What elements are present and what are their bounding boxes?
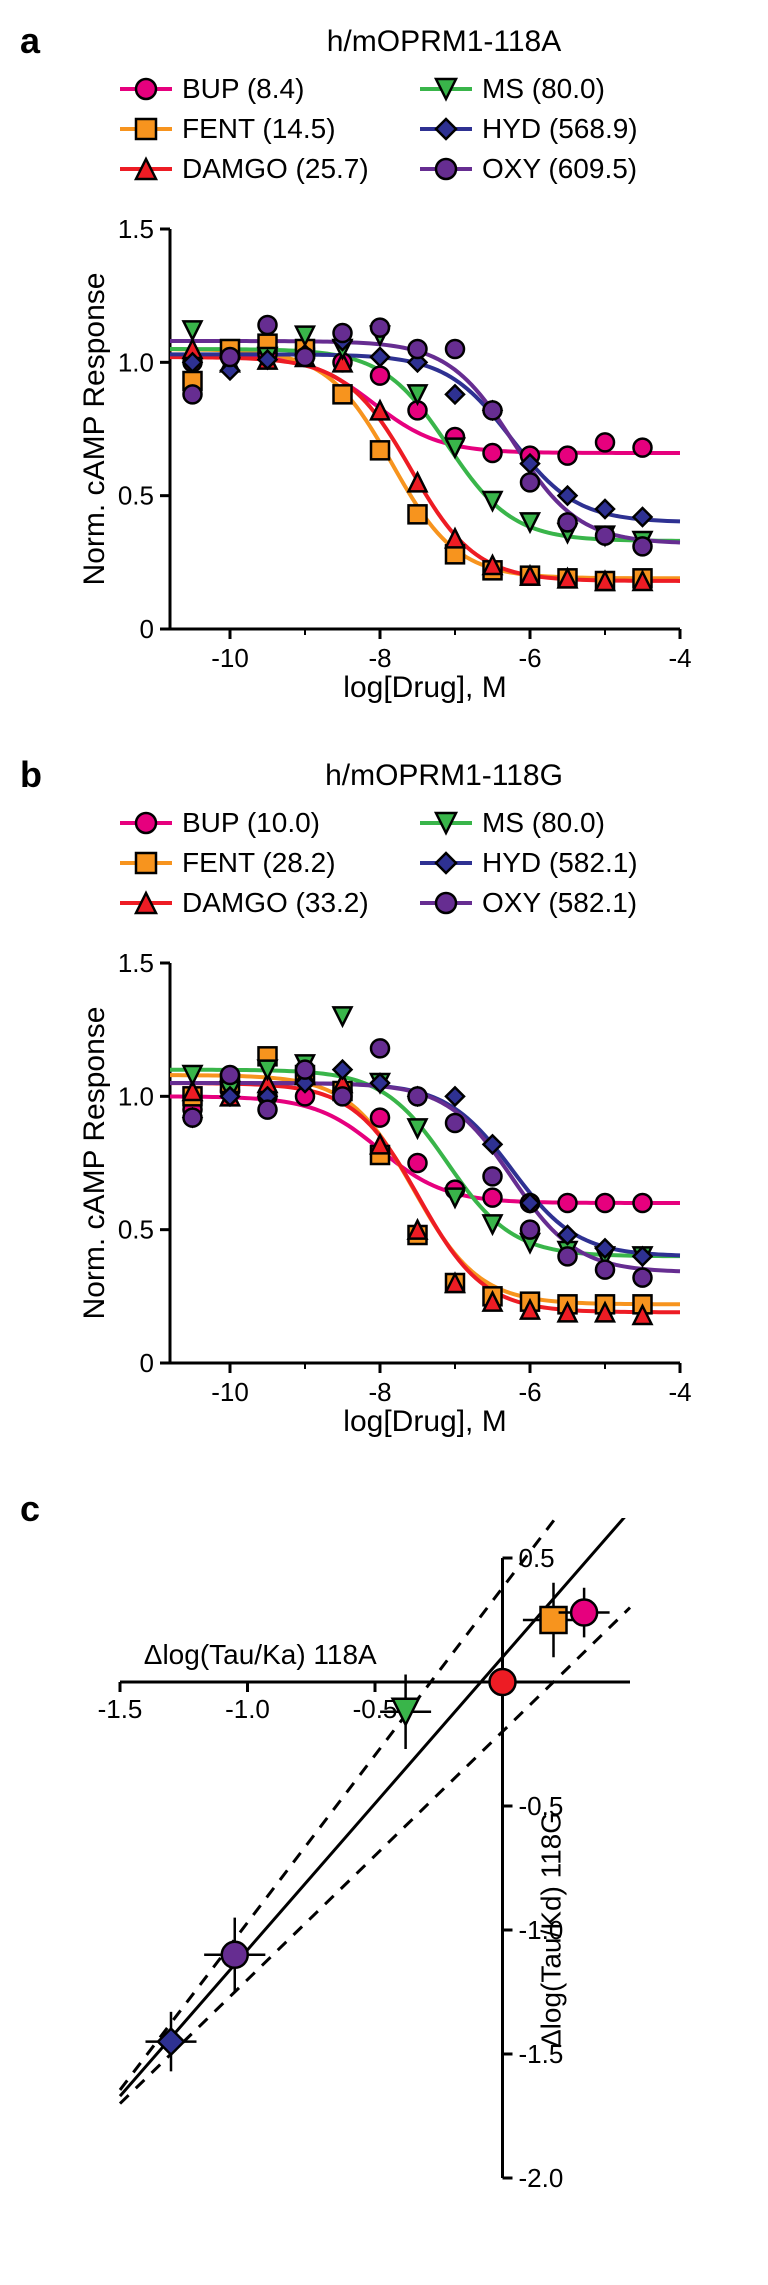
legend-label: DAMGO (25.7) xyxy=(182,153,369,185)
svg-text:-10: -10 xyxy=(211,643,249,673)
legend-item-ms: MS (80.0) xyxy=(420,73,720,105)
svg-text:Δlog(Tau/Ka) 118A: Δlog(Tau/Ka) 118A xyxy=(144,1639,377,1670)
legend-label: HYD (568.9) xyxy=(482,113,638,145)
figure: a h/mOPRM1-118A BUP (8.4) FENT (14.5) DAMG… xyxy=(20,20,748,2223)
svg-text:1.0: 1.0 xyxy=(118,347,154,377)
panel-b-label: b xyxy=(20,754,42,796)
panel-a-title: h/mOPRM1-118A xyxy=(140,20,748,59)
legend-item-bup: BUP (10.0) xyxy=(120,807,420,839)
svg-text:-0.5: -0.5 xyxy=(353,1694,398,1724)
legend-item-fent: FENT (14.5) xyxy=(120,113,420,145)
svg-text:-8: -8 xyxy=(368,1377,391,1407)
svg-text:1.5: 1.5 xyxy=(118,214,154,244)
svg-text:-6: -6 xyxy=(518,643,541,673)
legend-label: FENT (14.5) xyxy=(182,113,336,145)
panel-c: c -1.5-1.0-0.50.5-0.5-1.0-1.5-2.0Δlog(Ta… xyxy=(20,1488,748,2223)
legend-item-hyd: HYD (582.1) xyxy=(420,847,720,879)
legend-label: BUP (8.4) xyxy=(182,73,304,105)
svg-text:-1.5: -1.5 xyxy=(98,1694,143,1724)
svg-text:log[Drug], M: log[Drug], M xyxy=(343,1405,506,1438)
panel-a-chart: -10 -8 -6 -4 0 0.5 1.0 1.5 log[Drug], M Norm. cAM… xyxy=(80,209,700,709)
svg-text:-2.0: -2.0 xyxy=(519,2163,564,2193)
panel-a: a h/mOPRM1-118A BUP (8.4) FENT (14.5) DAMG… xyxy=(20,20,748,714)
svg-text:-1.0: -1.0 xyxy=(225,1694,270,1724)
legend-item-fent: FENT (28.2) xyxy=(120,847,420,879)
legend-label: MS (80.0) xyxy=(482,73,605,105)
svg-text:1.5: 1.5 xyxy=(118,948,154,978)
legend-label: OXY (609.5) xyxy=(482,153,637,185)
legend-item-oxy: OXY (609.5) xyxy=(420,153,720,185)
svg-text:0.5: 0.5 xyxy=(118,1215,154,1245)
svg-text:1.0: 1.0 xyxy=(118,1081,154,1111)
legend-label: OXY (582.1) xyxy=(482,887,637,919)
legend-item-oxy: OXY (582.1) xyxy=(420,887,720,919)
svg-text:-10: -10 xyxy=(211,1377,249,1407)
panel-a-label: a xyxy=(20,20,40,62)
legend-item-bup: BUP (8.4) xyxy=(120,73,420,105)
svg-text:Norm. cAMP Response: Norm. cAMP Response xyxy=(80,273,111,586)
svg-text:-8: -8 xyxy=(368,643,391,673)
svg-text:-4: -4 xyxy=(668,1377,691,1407)
legend-label: MS (80.0) xyxy=(482,807,605,839)
svg-text:-6: -6 xyxy=(518,1377,541,1407)
svg-text:0: 0 xyxy=(140,1348,154,1378)
legend-item-damgo: DAMGO (25.7) xyxy=(120,153,420,185)
legend-label: BUP (10.0) xyxy=(182,807,320,839)
svg-text:0.5: 0.5 xyxy=(118,481,154,511)
panel-c-label: c xyxy=(20,1488,40,1530)
legend-item-hyd: HYD (568.9) xyxy=(420,113,720,145)
svg-text:0: 0 xyxy=(140,614,154,644)
svg-text:Δlog(Tau/Kd) 118G: Δlog(Tau/Kd) 118G xyxy=(536,1812,567,2048)
panel-b-legend: BUP (10.0) FENT (28.2) DAMGO (33.2) MS (80.… xyxy=(120,803,720,923)
panel-b-title: h/mOPRM1-118G xyxy=(140,754,748,793)
panel-c-chart: -1.5-1.0-0.50.5-0.5-1.0-1.5-2.0Δlog(Tau/… xyxy=(80,1518,700,2218)
legend-item-damgo: DAMGO (33.2) xyxy=(120,887,420,919)
svg-text:log[Drug], M: log[Drug], M xyxy=(343,671,506,704)
legend-label: DAMGO (33.2) xyxy=(182,887,369,919)
panel-b-chart: -10 -8 -6 -4 0 0.5 1.0 1.5 log[Drug], M Norm. cAM… xyxy=(80,943,700,1443)
panel-b: b h/mOPRM1-118G BUP (10.0) FENT (28.2) DAM… xyxy=(20,754,748,1448)
legend-label: HYD (582.1) xyxy=(482,847,638,879)
svg-text:-4: -4 xyxy=(668,643,691,673)
svg-text:Norm. cAMP Response: Norm. cAMP Response xyxy=(80,1007,111,1320)
legend-label: FENT (28.2) xyxy=(182,847,336,879)
panel-a-legend: BUP (8.4) FENT (14.5) DAMGO (25.7) MS (80.0… xyxy=(120,69,720,189)
legend-item-ms: MS (80.0) xyxy=(420,807,720,839)
